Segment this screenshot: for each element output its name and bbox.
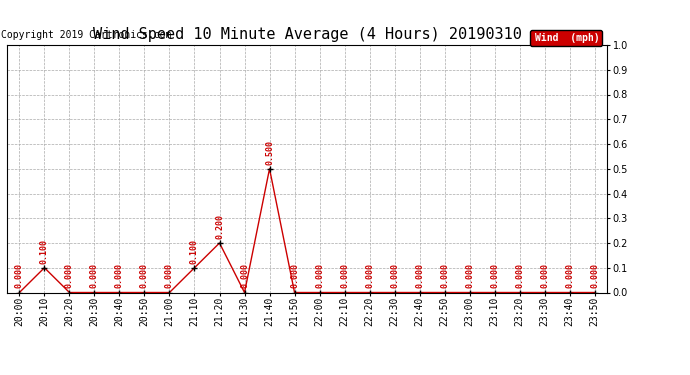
- Text: 0.000: 0.000: [65, 263, 74, 288]
- Text: 0.000: 0.000: [90, 263, 99, 288]
- Legend: Wind  (mph): Wind (mph): [530, 30, 602, 46]
- Text: 0.000: 0.000: [440, 263, 449, 288]
- Text: 0.000: 0.000: [140, 263, 149, 288]
- Text: 0.000: 0.000: [590, 263, 599, 288]
- Text: 0.000: 0.000: [415, 263, 424, 288]
- Text: 0.100: 0.100: [40, 238, 49, 264]
- Text: 0.000: 0.000: [340, 263, 349, 288]
- Text: 0.000: 0.000: [165, 263, 174, 288]
- Text: 0.100: 0.100: [190, 238, 199, 264]
- Text: 0.000: 0.000: [365, 263, 374, 288]
- Text: 0.200: 0.200: [215, 214, 224, 239]
- Text: 0.000: 0.000: [15, 263, 24, 288]
- Text: 0.000: 0.000: [115, 263, 124, 288]
- Title: Wind Speed 10 Minute Average (4 Hours) 20190310: Wind Speed 10 Minute Average (4 Hours) 2…: [92, 27, 522, 42]
- Text: 0.000: 0.000: [290, 263, 299, 288]
- Text: 0.000: 0.000: [390, 263, 399, 288]
- Text: 0.000: 0.000: [540, 263, 549, 288]
- Text: 0.000: 0.000: [490, 263, 499, 288]
- Text: 0.000: 0.000: [515, 263, 524, 288]
- Text: 0.500: 0.500: [265, 140, 274, 165]
- Text: 0.000: 0.000: [465, 263, 474, 288]
- Text: 0.000: 0.000: [565, 263, 574, 288]
- Text: 0.000: 0.000: [315, 263, 324, 288]
- Text: 0.000: 0.000: [240, 263, 249, 288]
- Text: Copyright 2019 Cartronics.com: Copyright 2019 Cartronics.com: [1, 30, 171, 40]
